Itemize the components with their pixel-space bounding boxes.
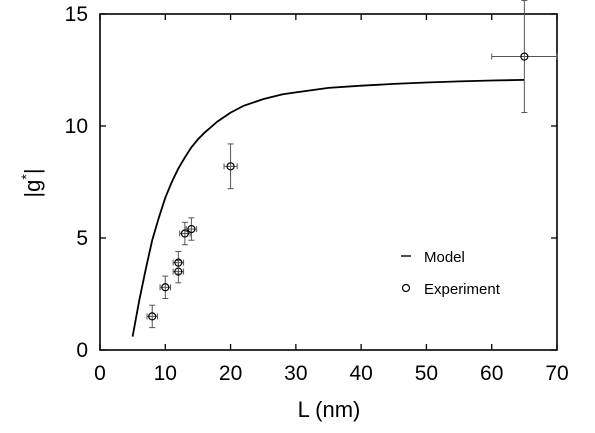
x-tick-label: 50: [415, 362, 438, 385]
y-tick-label: 10: [65, 115, 88, 138]
model-curve: [131, 79, 525, 337]
x-axis-ticks: 0 10 20 30 40 50 60 70: [94, 14, 569, 385]
model-series: [131, 79, 525, 337]
plot-border: [99, 13, 558, 351]
y-axis-label-close: |: [20, 168, 45, 174]
experiment-point: [185, 217, 198, 241]
experiment-point: [223, 143, 238, 190]
experiment-point: [146, 304, 158, 329]
legend-experiment-label: Experiment: [424, 281, 501, 298]
experiment-marker: [226, 162, 235, 171]
y-axis-ticks: 0 5 10 15: [65, 3, 557, 362]
x-tick-label: 10: [154, 362, 177, 385]
x-tick-label: 0: [94, 362, 106, 385]
experiment-point: [179, 221, 191, 246]
legend-experiment-marker: [401, 283, 411, 293]
experiment-point: [491, 0, 558, 114]
experiment-marker: [180, 229, 189, 238]
x-tick-label: 40: [349, 362, 372, 385]
experiment-marker: [174, 258, 183, 267]
legend: Model Experiment: [401, 249, 501, 298]
experiment-series: [146, 0, 558, 329]
y-tick-label: 0: [76, 339, 88, 362]
legend-model-label: Model: [424, 249, 465, 266]
plot-frame: [99, 13, 558, 351]
x-tick-label: 60: [480, 362, 503, 385]
x-tick-label: 20: [219, 362, 242, 385]
x-tick-label: 70: [545, 362, 568, 385]
experiment-point: [159, 275, 172, 299]
y-tick-label: 15: [65, 3, 88, 26]
x-axis-label: L (nm): [298, 397, 361, 422]
experiment-marker: [161, 283, 170, 292]
experiment-point: [172, 250, 185, 275]
x-tick-label: 30: [284, 362, 307, 385]
y-axis-label-sup: *: [18, 174, 34, 180]
experiment-marker: [520, 52, 529, 61]
y-axis-label: |g*|: [18, 168, 45, 197]
y-axis-label-open: |g: [20, 180, 45, 198]
experiment-marker: [148, 312, 157, 321]
y-tick-label: 5: [76, 227, 88, 250]
experiment-marker: [187, 224, 196, 234]
